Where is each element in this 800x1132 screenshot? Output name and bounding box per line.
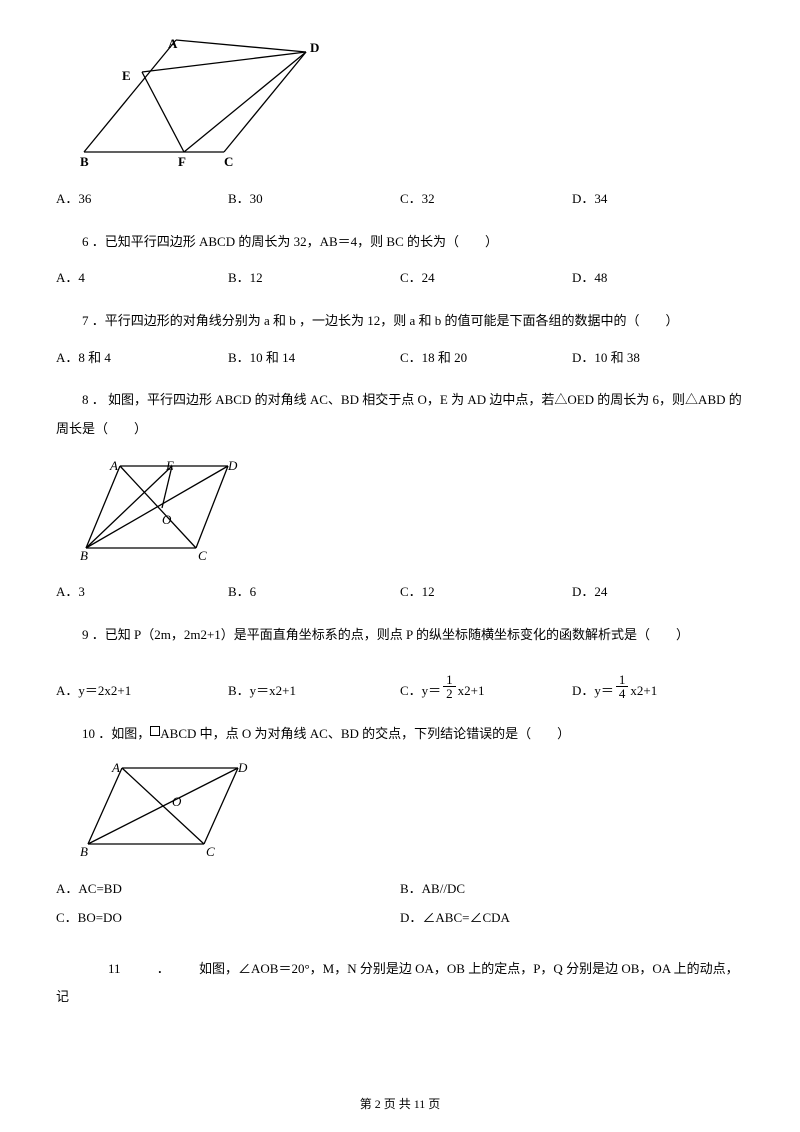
q8-opt-a: A．3: [56, 582, 228, 603]
q10-opt-c: C．BO=DO: [56, 908, 400, 929]
q7-text: 7 ．平行四边形的对角线分别为 a 和 b ，一边长为 12，则 a 和 b 的…: [56, 307, 744, 336]
svg-text:E: E: [122, 68, 131, 83]
svg-text:D: D: [237, 760, 248, 775]
svg-text:C: C: [206, 844, 215, 859]
q9-opt-c: C．y＝ 1 2 x2+1: [400, 662, 572, 702]
q9d-num: 1: [616, 673, 629, 687]
q10-opt-a: A．AC=BD: [56, 879, 400, 900]
q9d-frac: 1 4: [616, 673, 629, 700]
q8-text: 8 ． 如图，平行四边形 ABCD 的对角线 AC、BD 相交于点 O，E 为 …: [56, 386, 744, 443]
q10-options: A．AC=BD B．AB//DC C．BO=DO D．∠ABC=∠CDA: [56, 879, 744, 937]
svg-text:C: C: [224, 154, 233, 169]
q11-text: 11 ． 如图，∠AOB＝20°，M，N 分别是边 OA，OB 上的定点，P，Q…: [56, 955, 744, 1012]
q7-opt-b: B．10 和 14: [228, 348, 400, 369]
q11-num: 11: [82, 955, 154, 984]
q9d-pre: D．y＝: [572, 681, 614, 702]
svg-text:D: D: [310, 40, 319, 55]
q9-opt-a: A．y＝2x2+1: [56, 662, 228, 702]
q6-opt-b: B．12: [228, 268, 400, 289]
q9d-suf: x2+1: [630, 681, 657, 702]
svg-text:F: F: [178, 154, 186, 169]
page-footer: 第 2 页 共 11 页: [0, 1095, 800, 1114]
svg-text:C: C: [198, 548, 207, 563]
q5-opt-b: B．30: [228, 189, 400, 210]
svg-text:B: B: [80, 548, 88, 563]
q7-options: A．8 和 4 B．10 和 14 C．18 和 20 D．10 和 38: [56, 348, 744, 369]
q10-opt-d: D．∠ABC=∠CDA: [400, 908, 744, 929]
q9c-suf: x2+1: [458, 681, 485, 702]
q5-options: A．36 B．30 C．32 D．34: [56, 189, 744, 210]
q9c-frac: 1 2: [443, 673, 456, 700]
q9-opt-b: B．y＝x2+1: [228, 662, 400, 702]
q11-dot: ．: [157, 961, 170, 976]
q8-opt-c: C．12: [400, 582, 572, 603]
q9d-den: 4: [616, 687, 629, 700]
q6-opt-d: D．48: [572, 268, 744, 289]
q10-opt-b: B．AB//DC: [400, 879, 744, 900]
q6-text: 6 ．已知平行四边形 ABCD 的周长为 32，AB＝4，则 BC 的长为（ ）: [56, 228, 744, 257]
q8-opt-b: B．6: [228, 582, 400, 603]
svg-text:A: A: [168, 36, 178, 51]
parallelogram-icon: [150, 726, 160, 736]
q10-text: 10 ．如图， ABCD 中，点 O 为对角线 AC、BD 的交点，下列结论错误的…: [56, 720, 744, 749]
q5-opt-c: C．32: [400, 189, 572, 210]
svg-text:B: B: [80, 844, 88, 859]
q5-figure: A D B C E F: [80, 34, 744, 177]
q7-opt-a: A．8 和 4: [56, 348, 228, 369]
q5-opt-d: D．34: [572, 189, 744, 210]
q9-text: 9 ．已知 P（2m，2m2+1）是平面直角坐标系的点，则点 P 的纵坐标随横坐…: [56, 621, 744, 650]
q6-options: A．4 B．12 C．24 D．48: [56, 268, 744, 289]
svg-text:O: O: [172, 794, 182, 809]
q6-opt-a: A．4: [56, 268, 228, 289]
q8-options: A．3 B．6 C．12 D．24: [56, 582, 744, 603]
q10-figure: A D B C O: [80, 760, 744, 867]
q8-opt-d: D．24: [572, 582, 744, 603]
q10-text-suf: ABCD 中，点 O 为对角线 AC、BD 的交点，下列结论错误的是（ ）: [160, 726, 570, 741]
q9c-den: 2: [443, 687, 456, 700]
svg-text:E: E: [165, 458, 174, 473]
svg-text:D: D: [227, 458, 238, 473]
svg-text:B: B: [80, 154, 89, 169]
q6-opt-c: C．24: [400, 268, 572, 289]
q10-text-pre: 10 ．如图，: [82, 726, 150, 741]
q5-opt-a: A．36: [56, 189, 228, 210]
svg-text:A: A: [111, 760, 120, 775]
q7-opt-c: C．18 和 20: [400, 348, 572, 369]
svg-text:O: O: [162, 512, 172, 527]
svg-text:A: A: [109, 458, 118, 473]
q9c-pre: C．y＝: [400, 681, 441, 702]
q8-figure: A E D B C O: [80, 456, 744, 571]
q9-options: A．y＝2x2+1 B．y＝x2+1 C．y＝ 1 2 x2+1 D．y＝ 1 …: [56, 662, 744, 702]
q9-opt-d: D．y＝ 1 4 x2+1: [572, 662, 744, 702]
q9c-num: 1: [443, 673, 456, 687]
q7-opt-d: D．10 和 38: [572, 348, 744, 369]
